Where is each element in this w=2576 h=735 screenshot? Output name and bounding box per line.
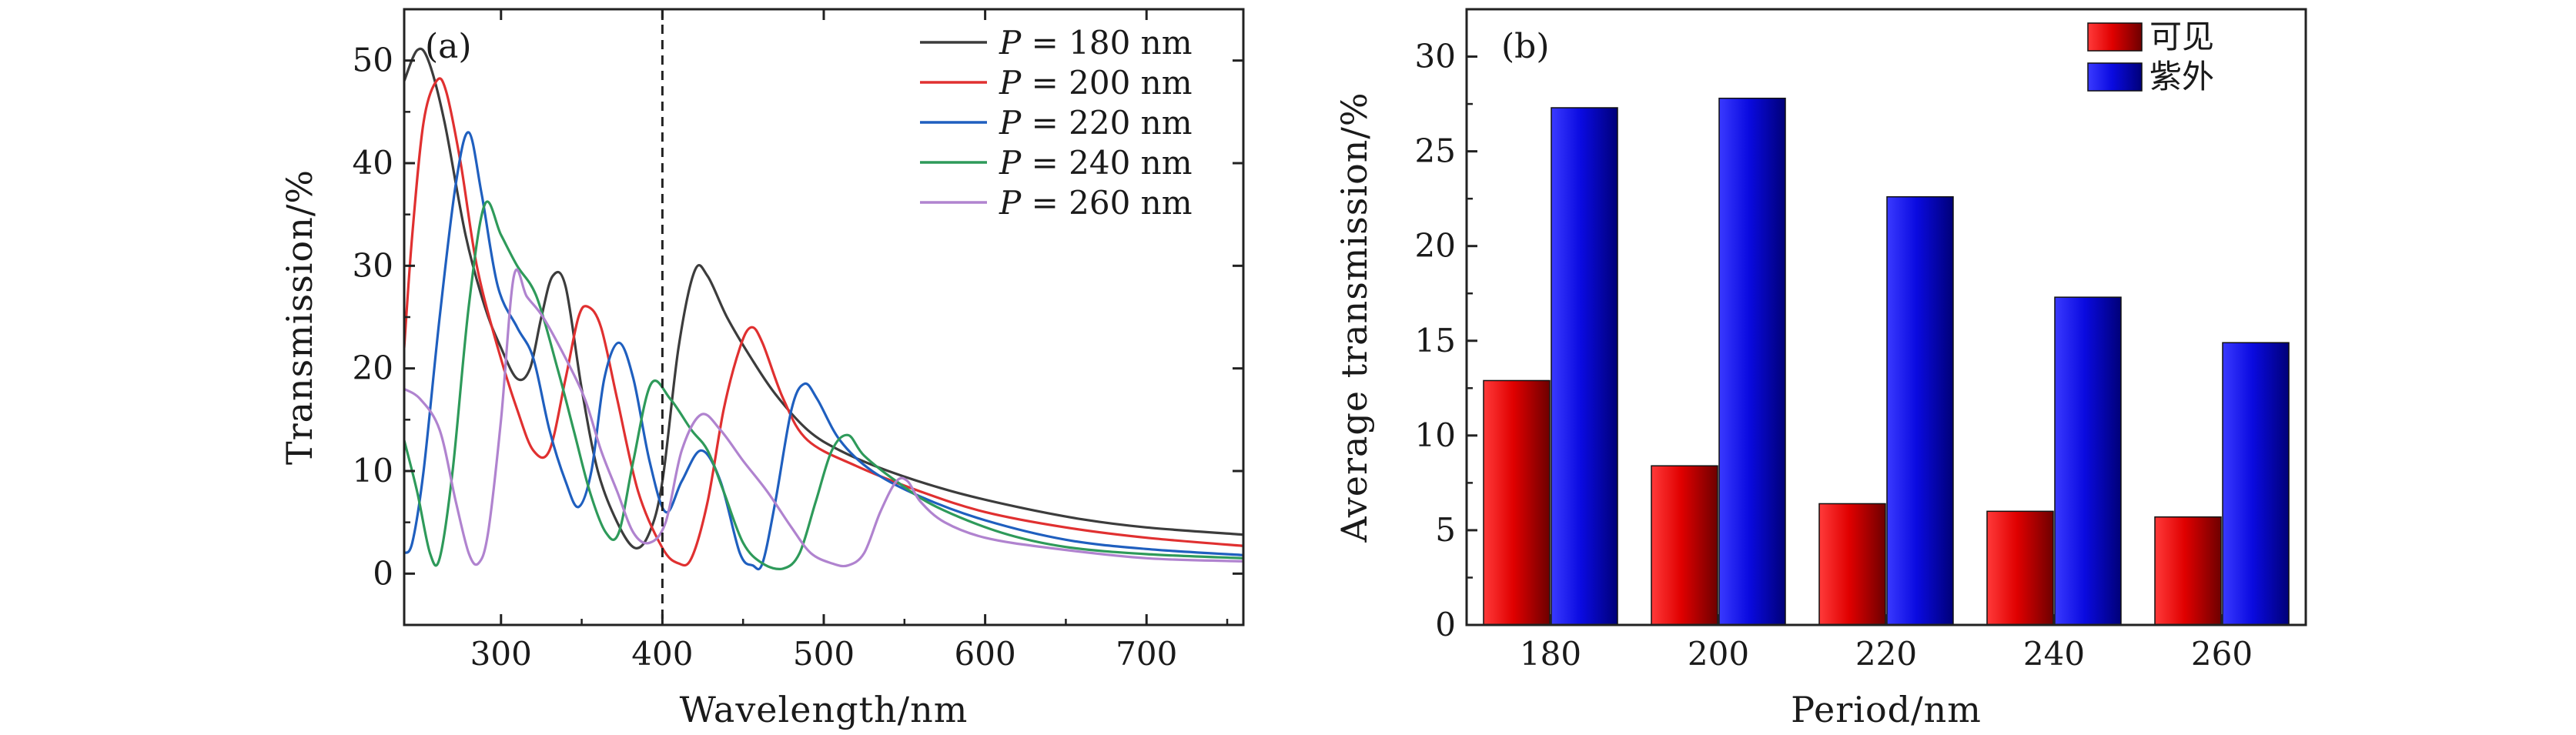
series-line-0 bbox=[404, 47, 1243, 550]
x-tick-label: 500 bbox=[793, 635, 855, 673]
legend-a-item: P = 260 nm bbox=[920, 184, 1193, 222]
panel-a-label: (a) bbox=[425, 27, 472, 66]
y-tick-label: 20 bbox=[353, 349, 393, 387]
legend-a-label: P = 220 nm bbox=[999, 104, 1193, 142]
bar-visible-260 bbox=[2154, 516, 2222, 626]
panel-a: 300 400 500 600 700 0 10 20 30 40 50 (a) Wavelengt… bbox=[279, 8, 1245, 730]
legend-b-item: 可见 bbox=[2087, 18, 2214, 55]
legend-b-swatch bbox=[2087, 22, 2143, 52]
bar-visible-180 bbox=[1483, 379, 1551, 626]
x-tick-label: 300 bbox=[470, 635, 532, 673]
bar-uv-220 bbox=[1886, 195, 1954, 626]
bar-visible-240 bbox=[1986, 510, 2054, 626]
bar-visible-220 bbox=[1818, 503, 1886, 626]
y-tick-label: 20 bbox=[1415, 227, 1456, 265]
y-axis-title: Average transmission/% bbox=[1333, 92, 1375, 543]
panel-b-bars bbox=[1483, 97, 2290, 626]
legend-a-label: P = 260 nm bbox=[999, 184, 1193, 222]
panel-b: 180 200 220 240 260 0 5 10 15 20 25 30 (b) Period/n… bbox=[1333, 8, 2307, 730]
panel-a-series bbox=[404, 47, 1243, 571]
y-tick-label: 10 bbox=[1415, 416, 1456, 454]
series-line-1 bbox=[404, 77, 1243, 567]
y-tick-label: 5 bbox=[1435, 511, 1456, 549]
legend-b-item: 紫外 bbox=[2087, 58, 2214, 95]
legend-b-swatch bbox=[2087, 62, 2143, 92]
legend-b-label: 可见 bbox=[2149, 18, 2214, 55]
x-tick-label: 600 bbox=[955, 635, 1016, 673]
legend-a: P = 180 nmP = 200 nmP = 220 nmP = 240 nm… bbox=[920, 24, 1193, 222]
panel-a-plot-frame bbox=[403, 8, 1245, 626]
y-tick-label: 50 bbox=[353, 42, 393, 79]
x-tick-label: 400 bbox=[631, 635, 693, 673]
bar-uv-200 bbox=[1718, 97, 1786, 626]
y-tick-label: 0 bbox=[1435, 606, 1456, 643]
x-tick-label: 260 bbox=[2191, 635, 2253, 673]
y-tick-label: 30 bbox=[353, 246, 393, 284]
bar-visible-200 bbox=[1651, 465, 1718, 626]
x-tick-label: 240 bbox=[2023, 635, 2085, 673]
x-tick-label: 220 bbox=[1855, 635, 1917, 673]
y-tick-label: 0 bbox=[373, 554, 393, 592]
legend-a-item: P = 220 nm bbox=[920, 104, 1193, 142]
x-tick-label: 180 bbox=[1520, 635, 1581, 673]
legend-a-item: P = 240 nm bbox=[920, 144, 1193, 182]
x-tick-label: 200 bbox=[1688, 635, 1749, 673]
panel-b-label: (b) bbox=[1501, 27, 1550, 66]
x-axis-title: Period/nm bbox=[1791, 689, 1982, 730]
legend-a-item: P = 200 nm bbox=[920, 64, 1193, 102]
legend-a-item: P = 180 nm bbox=[920, 24, 1193, 62]
legend-a-label: P = 200 nm bbox=[999, 64, 1193, 102]
bar-uv-180 bbox=[1551, 107, 1618, 626]
legend-a-label: P = 240 nm bbox=[999, 144, 1193, 182]
bar-uv-260 bbox=[2222, 342, 2290, 626]
y-tick-label: 15 bbox=[1415, 322, 1456, 359]
bar-uv-240 bbox=[2054, 296, 2122, 626]
panel-a-ticks: 300 400 500 600 700 0 10 20 30 40 50 bbox=[353, 9, 1243, 673]
x-tick-label: 700 bbox=[1116, 635, 1177, 673]
legend-b-label: 紫外 bbox=[2149, 58, 2214, 95]
series-line-2 bbox=[404, 131, 1243, 571]
legend-a-label: P = 180 nm bbox=[999, 24, 1193, 62]
series-line-4 bbox=[404, 268, 1243, 568]
panel-b-ticks: 180 200 220 240 260 0 5 10 15 20 25 30 bbox=[1415, 8, 2253, 673]
series-line-3 bbox=[404, 200, 1243, 570]
x-axis-title: Wavelength/nm bbox=[680, 689, 969, 730]
y-tick-label: 10 bbox=[353, 452, 393, 489]
y-axis-title: Transmission/% bbox=[279, 169, 320, 465]
y-tick-label: 25 bbox=[1415, 132, 1456, 170]
y-tick-label: 30 bbox=[1415, 38, 1456, 75]
y-tick-label: 40 bbox=[353, 144, 393, 182]
